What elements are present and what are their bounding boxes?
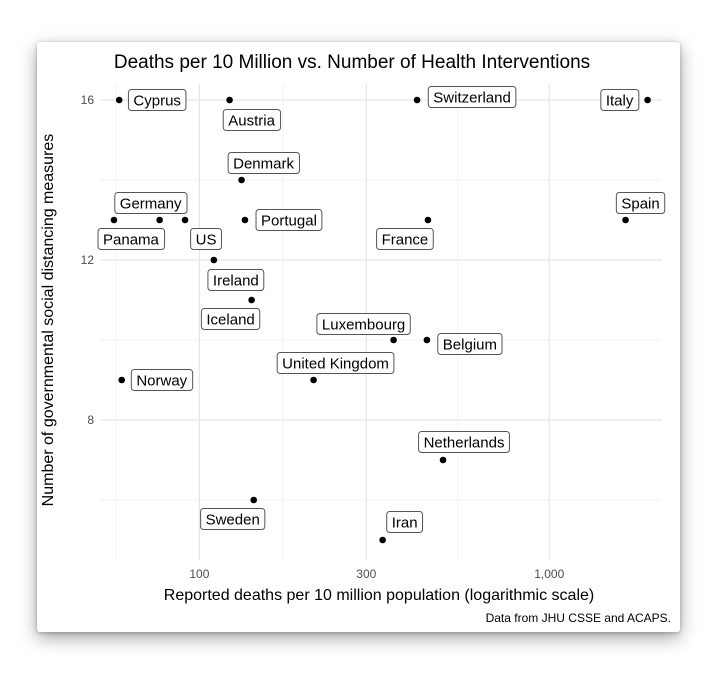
label-netherlands: Netherlands	[418, 431, 510, 453]
label-iceland: Iceland	[200, 308, 261, 330]
point-france	[424, 216, 432, 224]
y-tick-label: 12	[81, 253, 95, 267]
label-box	[127, 89, 187, 111]
label-box	[114, 192, 188, 214]
point-norway	[118, 376, 126, 384]
y-axis-label: Number of governmental social distancing…	[40, 134, 57, 507]
point-italy	[644, 96, 651, 104]
point-denmark	[238, 176, 245, 184]
grid	[100, 84, 662, 560]
label-box	[615, 192, 666, 214]
label-text: Netherlands	[424, 435, 505, 452]
label-norway: Norway	[130, 369, 194, 391]
label-box	[276, 352, 395, 374]
label-box	[200, 308, 261, 330]
x-tick-label: 1,000	[534, 567, 564, 581]
label-box	[227, 152, 300, 174]
label-text: Spain	[621, 196, 659, 213]
label-united-kingdom: United Kingdom	[276, 352, 395, 374]
label-text: Austria	[228, 113, 275, 130]
point-belgium	[423, 336, 431, 344]
label-text: France	[382, 232, 429, 249]
label-italy: Italy	[600, 89, 640, 111]
label-text: Belgium	[443, 337, 497, 354]
label-box	[437, 333, 503, 355]
label-ireland: Ireland	[207, 269, 265, 291]
y-tick-label: 16	[81, 93, 95, 107]
label-panama: Panama	[97, 228, 166, 250]
label-box	[418, 431, 510, 453]
x-tick-label: 300	[356, 567, 376, 581]
label-luxembourg: Luxembourg	[316, 313, 411, 335]
point-cyprus	[115, 96, 123, 104]
label-text: Sweden	[206, 512, 260, 529]
point-iceland	[248, 296, 255, 304]
label-denmark: Denmark	[227, 152, 300, 174]
point-luxembourg	[390, 336, 397, 344]
label-spain: Spain	[615, 192, 666, 214]
label-austria: Austria	[222, 109, 282, 131]
point-united-kingdom	[310, 376, 317, 384]
label-box	[600, 89, 640, 111]
label-text: Cyprus	[133, 93, 181, 110]
point-panama	[110, 216, 118, 224]
label-text: Italy	[606, 93, 634, 110]
label-text: Portugal	[261, 213, 317, 230]
label-box	[207, 269, 265, 291]
point-austria	[226, 96, 233, 104]
point-us	[181, 216, 189, 224]
point-labels: Cyprus Austria Switzerland Italy Denmark Germ…	[97, 86, 666, 533]
label-box	[386, 511, 424, 533]
label-box	[97, 228, 166, 250]
x-axis-label: Reported deaths per 10 million populatio…	[164, 587, 594, 604]
label-cyprus: Cyprus	[127, 89, 187, 111]
label-france: France	[376, 228, 434, 250]
x-tick-label: 100	[189, 567, 209, 581]
point-iran	[379, 536, 386, 544]
label-text: Panama	[103, 232, 160, 249]
label-text: Norway	[136, 373, 187, 390]
label-text: Germany	[120, 196, 182, 213]
chart-title: Deaths per 10 Million vs. Number of Heal…	[114, 52, 590, 73]
chart-card	[37, 42, 680, 632]
label-switzerland: Switzerland	[427, 86, 517, 108]
label-text: Switzerland	[433, 90, 511, 107]
label-box	[190, 228, 222, 250]
label-belgium: Belgium	[437, 333, 503, 355]
ticks: 100 300 1,000 8 12 16	[81, 93, 565, 581]
label-germany: Germany	[114, 192, 188, 214]
label-text: US	[196, 232, 217, 249]
point-switzerland	[413, 96, 421, 104]
label-box	[130, 369, 194, 391]
label-text: Iran	[392, 515, 418, 532]
label-box	[200, 508, 266, 530]
points	[110, 96, 651, 544]
label-text: Iceland	[206, 312, 254, 329]
point-spain	[622, 216, 629, 224]
label-text: United Kingdom	[282, 356, 389, 373]
y-tick-label: 8	[87, 413, 94, 427]
label-us: US	[190, 228, 222, 250]
label-text: Denmark	[233, 156, 294, 173]
label-iran: Iran	[386, 511, 424, 533]
label-box	[316, 313, 411, 335]
label-text: Ireland	[213, 273, 259, 290]
label-box	[255, 209, 323, 231]
point-sweden	[250, 496, 258, 504]
label-sweden: Sweden	[200, 508, 266, 530]
caption: Data from JHU CSSE and ACAPS.	[486, 611, 671, 625]
point-netherlands	[439, 456, 447, 464]
point-ireland	[210, 256, 218, 264]
label-text: Luxembourg	[322, 317, 405, 334]
label-box	[376, 228, 434, 250]
label-box	[427, 86, 517, 108]
label-portugal: Portugal	[255, 209, 323, 231]
point-germany	[156, 216, 163, 224]
label-box	[222, 109, 282, 131]
point-portugal	[241, 216, 249, 224]
